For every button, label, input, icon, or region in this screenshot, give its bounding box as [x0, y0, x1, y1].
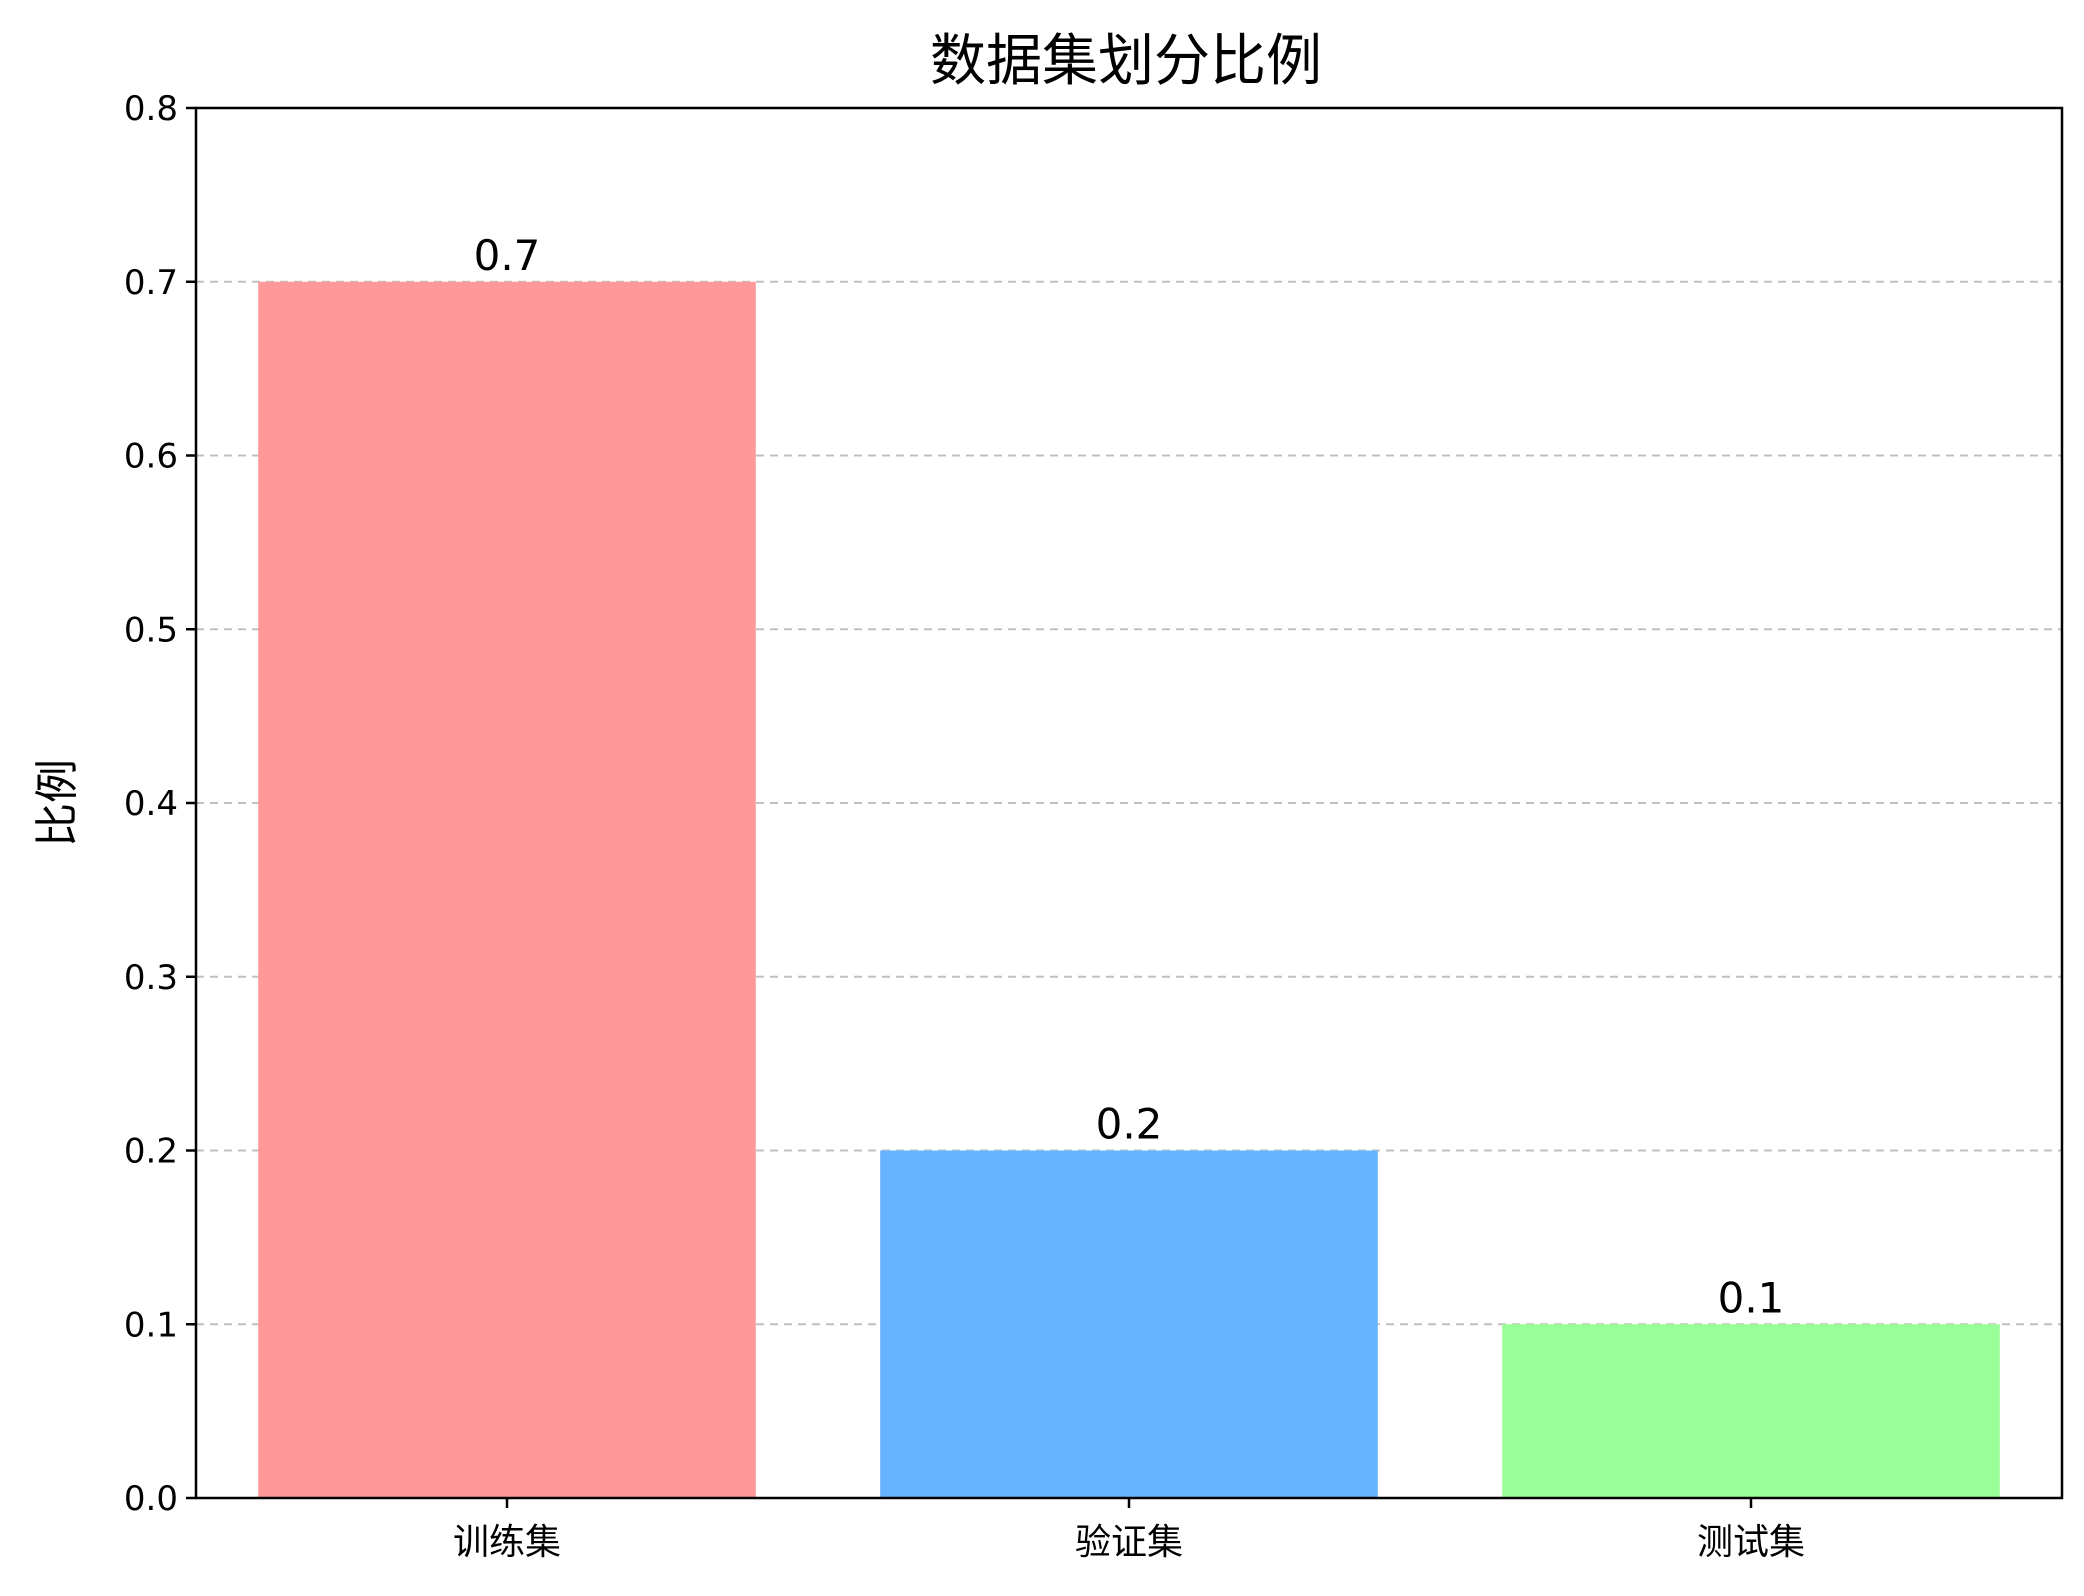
chart-title: 数据集划分比例 [930, 29, 1322, 94]
x-axis-ticks: 训练集 验证集 测试集 [453, 1498, 1805, 1563]
y-axis-label: 比例 [32, 759, 83, 847]
bar [258, 281, 756, 1498]
y-tick-label: 0.8 [124, 89, 178, 129]
y-tick-label: 0.1 [124, 1305, 178, 1345]
x-tick-label: 测试集 [1697, 1522, 1805, 1563]
x-tick-label: 验证集 [1075, 1522, 1183, 1563]
y-axis-ticks: 0.0 0.1 0.2 0.3 0.4 0.5 0.6 0.7 0.8 [124, 89, 196, 1519]
y-tick-label: 0.2 [124, 1132, 178, 1172]
bar [880, 1150, 1378, 1498]
y-tick-label: 0.5 [124, 610, 178, 650]
y-tick-label: 0.6 [124, 437, 178, 477]
y-tick-label: 0.7 [124, 263, 178, 303]
bar-value-label: 0.1 [1718, 1273, 1785, 1322]
bars [258, 281, 2000, 1498]
y-tick-label: 0.0 [124, 1479, 178, 1519]
bar [1502, 1324, 2000, 1498]
x-tick-label: 训练集 [453, 1522, 561, 1563]
bar-value-label: 0.7 [474, 231, 541, 280]
data-labels: 0.7 0.2 0.1 [474, 231, 1785, 1323]
bar-value-label: 0.2 [1096, 1100, 1163, 1149]
y-tick-label: 0.3 [124, 958, 178, 998]
y-tick-label: 0.4 [124, 784, 178, 824]
